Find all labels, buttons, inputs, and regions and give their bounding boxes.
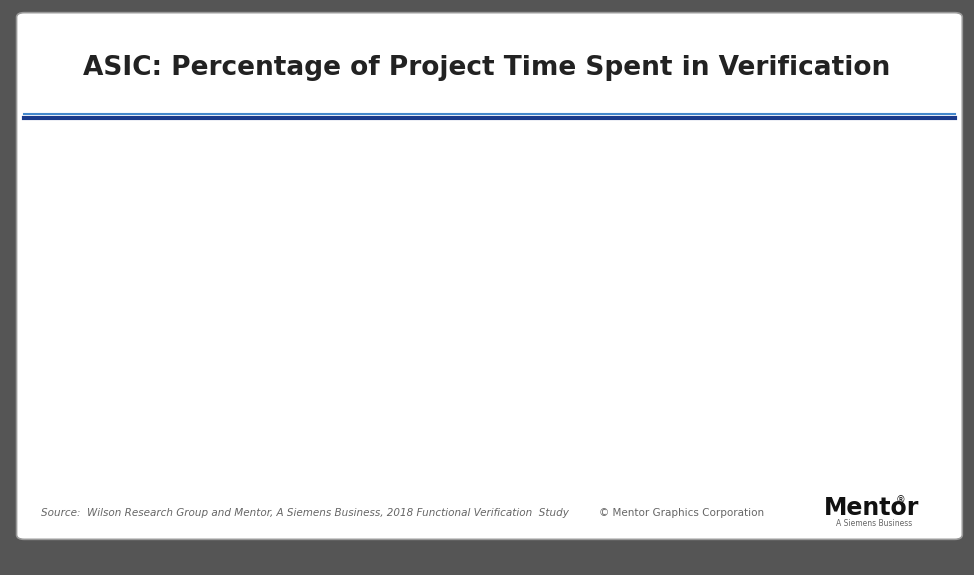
Text: A Siemens Business: A Siemens Business	[836, 519, 912, 528]
2012	[699, 343, 711, 350]
2018	[134, 396, 146, 402]
2014	[134, 413, 146, 420]
2014	[417, 315, 429, 321]
2016	[134, 390, 146, 397]
2018	[606, 210, 618, 217]
2012	[229, 378, 241, 385]
2018	[511, 227, 523, 234]
2012	[134, 384, 146, 391]
2016	[322, 343, 334, 350]
2018	[229, 367, 241, 374]
2014	[322, 338, 334, 344]
2014	[794, 355, 805, 362]
2012	[511, 198, 523, 205]
Line: 2018: 2018	[140, 213, 800, 405]
Legend: 2012, 2014, 2016, 2018: 2012, 2014, 2016, 2018	[897, 141, 960, 221]
2014	[606, 187, 618, 194]
2014	[229, 378, 241, 385]
Text: Source:  Wilson Research Group and Mentor, A Siemens Business, 2018 Functional V: Source: Wilson Research Group and Mentor…	[41, 508, 569, 518]
Y-axis label: Design Projects: Design Projects	[52, 247, 65, 354]
Line: 2014: 2014	[140, 190, 800, 416]
2016	[511, 198, 523, 205]
Text: Mentor: Mentor	[824, 496, 919, 520]
2016	[417, 274, 429, 281]
2012	[322, 338, 334, 344]
2012	[794, 384, 805, 391]
Text: 2012: Average 55%
2014: Average 57%
2016: Average 54%
2018: Average 53%: 2012: Average 55% 2014: Average 57% 2016…	[123, 143, 275, 220]
2016	[794, 384, 805, 391]
2018	[699, 343, 711, 350]
2018	[417, 262, 429, 269]
2018	[794, 401, 805, 408]
Line: 2012: 2012	[140, 161, 800, 388]
2014	[511, 227, 523, 234]
2016	[699, 349, 711, 356]
Text: © Mentor Graphics Corporation: © Mentor Graphics Corporation	[599, 508, 765, 518]
X-axis label: Percentage of ASIC Project Time Spent in Verification: Percentage of ASIC Project Time Spent in…	[241, 493, 699, 508]
Line: 2016: 2016	[140, 202, 800, 393]
2014	[699, 315, 711, 321]
2018	[322, 338, 334, 344]
2016	[229, 367, 241, 374]
2012	[606, 158, 618, 164]
2016	[606, 204, 618, 211]
Text: ®: ®	[896, 495, 906, 505]
2012	[417, 297, 429, 304]
Text: ASIC: Percentage of Project Time Spent in Verification: ASIC: Percentage of Project Time Spent i…	[84, 55, 890, 80]
